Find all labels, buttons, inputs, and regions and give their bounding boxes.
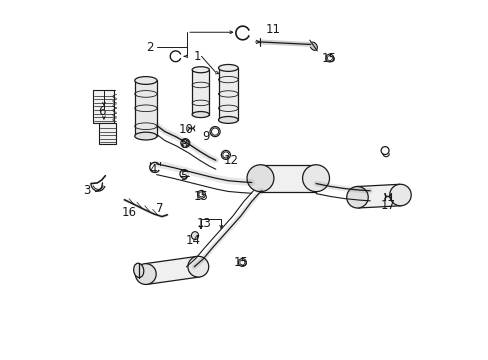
Ellipse shape	[246, 165, 273, 192]
Text: 7: 7	[156, 202, 163, 215]
Ellipse shape	[135, 132, 157, 140]
Polygon shape	[260, 165, 315, 192]
Text: 15: 15	[193, 190, 208, 203]
Text: 6: 6	[98, 105, 106, 118]
Text: 5: 5	[180, 170, 187, 183]
Text: 12: 12	[223, 154, 238, 167]
Polygon shape	[356, 184, 400, 208]
Text: 2: 2	[145, 41, 153, 54]
Ellipse shape	[309, 42, 317, 50]
Text: 17: 17	[380, 199, 395, 212]
Ellipse shape	[192, 67, 209, 73]
Ellipse shape	[187, 256, 208, 277]
Text: 15: 15	[321, 51, 336, 64]
Bar	[218, 68, 238, 120]
Ellipse shape	[302, 165, 329, 192]
Bar	[135, 81, 157, 136]
Text: 4: 4	[149, 163, 157, 176]
Ellipse shape	[218, 64, 238, 71]
Bar	[93, 90, 114, 123]
Bar	[192, 70, 209, 114]
Text: 8: 8	[180, 138, 187, 150]
Ellipse shape	[133, 263, 143, 278]
Ellipse shape	[191, 231, 198, 239]
Ellipse shape	[135, 264, 156, 284]
Text: 13: 13	[197, 216, 211, 230]
Text: 10: 10	[179, 123, 193, 136]
Text: 15: 15	[233, 256, 248, 269]
Text: 9: 9	[202, 130, 209, 144]
Ellipse shape	[389, 184, 410, 206]
Text: 3: 3	[83, 184, 90, 197]
Text: 16: 16	[122, 206, 136, 219]
Bar	[99, 123, 116, 144]
Polygon shape	[144, 256, 200, 284]
Ellipse shape	[218, 117, 238, 123]
Text: 11: 11	[265, 23, 280, 36]
Text: 14: 14	[186, 234, 201, 247]
Text: 1: 1	[193, 50, 201, 63]
Ellipse shape	[135, 77, 157, 84]
Ellipse shape	[346, 186, 367, 208]
Ellipse shape	[192, 112, 209, 118]
